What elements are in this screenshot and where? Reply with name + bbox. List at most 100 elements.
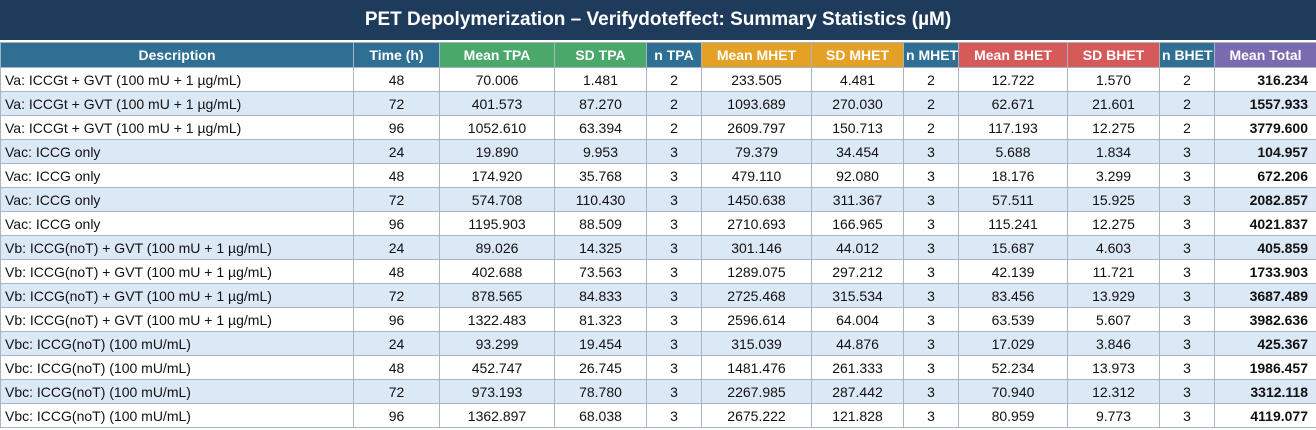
column-header-time[interactable]: Time (h) (353, 42, 440, 68)
cell-time: 96 (353, 403, 440, 428)
cell-mean-mhet: 1450.638 (701, 187, 812, 212)
cell-mean-bhet: 18.176 (958, 163, 1068, 188)
cell-mean-mhet: 1289.075 (701, 259, 812, 284)
column-header-sd-tpa[interactable]: SD TPA (554, 42, 647, 68)
cell-time: 72 (353, 91, 440, 116)
cell-sd-mhet: 4.481 (811, 67, 904, 92)
cell-mean-total: 4119.077 (1214, 403, 1316, 428)
cell-mean-total: 3779.600 (1214, 115, 1316, 140)
cell-n-mhet: 3 (903, 379, 959, 404)
table-row: Vbc: ICCG(noT) (100 mU/mL) 48 452.747 26.74… (0, 355, 1316, 380)
table-row: Vbc: ICCG(noT) (100 mU/mL) 24 93.299 19.454… (0, 331, 1316, 356)
cell-n-mhet: 3 (903, 211, 959, 236)
cell-sd-mhet: 287.442 (811, 379, 904, 404)
cell-n-mhet: 2 (903, 115, 959, 140)
cell-mean-tpa: 89.026 (439, 235, 555, 260)
cell-sd-mhet: 166.965 (811, 211, 904, 236)
cell-n-tpa: 3 (646, 163, 702, 188)
cell-mean-mhet: 1093.689 (701, 91, 812, 116)
cell-n-mhet: 3 (903, 355, 959, 380)
cell-sd-bhet: 13.973 (1067, 355, 1160, 380)
cell-mean-total: 3982.636 (1214, 307, 1316, 332)
cell-sd-tpa: 14.325 (554, 235, 647, 260)
cell-sd-mhet: 121.828 (811, 403, 904, 428)
cell-desc: Va: ICCGt + GVT (100 mU + 1 µg/mL) (0, 91, 354, 116)
cell-sd-tpa: 9.953 (554, 139, 647, 164)
cell-time: 48 (353, 163, 440, 188)
cell-mean-tpa: 19.890 (439, 139, 555, 164)
cell-sd-bhet: 1.570 (1067, 67, 1160, 92)
cell-mean-bhet: 5.688 (958, 139, 1068, 164)
table-body: Va: ICCGt + GVT (100 mU + 1 µg/mL) 48 70.0… (0, 67, 1316, 428)
cell-mean-mhet: 79.379 (701, 139, 812, 164)
cell-n-tpa: 3 (646, 379, 702, 404)
column-header-mean-bhet[interactable]: Mean BHET (958, 42, 1068, 68)
cell-time: 72 (353, 283, 440, 308)
cell-mean-total: 2082.857 (1214, 187, 1316, 212)
cell-n-mhet: 2 (903, 91, 959, 116)
cell-mean-mhet: 1481.476 (701, 355, 812, 380)
table-row: Vac: ICCG only 72 574.708 110.430 3 1450.638 3… (0, 187, 1316, 212)
column-header-desc[interactable]: Description (0, 42, 354, 68)
cell-sd-bhet: 21.601 (1067, 91, 1160, 116)
cell-sd-tpa: 19.454 (554, 331, 647, 356)
cell-n-bhet: 3 (1159, 211, 1215, 236)
cell-mean-total: 3687.489 (1214, 283, 1316, 308)
cell-desc: Vb: ICCG(noT) + GVT (100 mU + 1 µg/mL) (0, 235, 354, 260)
cell-n-bhet: 3 (1159, 379, 1215, 404)
cell-n-mhet: 3 (903, 259, 959, 284)
cell-n-bhet: 3 (1159, 259, 1215, 284)
cell-sd-tpa: 35.768 (554, 163, 647, 188)
cell-mean-total: 316.234 (1214, 67, 1316, 92)
cell-mean-tpa: 452.747 (439, 355, 555, 380)
cell-mean-bhet: 117.193 (958, 115, 1068, 140)
column-header-mean-mhet[interactable]: Mean MHET (701, 42, 812, 68)
cell-mean-mhet: 2675.222 (701, 403, 812, 428)
column-header-sd-mhet[interactable]: SD MHET (811, 42, 904, 68)
cell-n-bhet: 3 (1159, 403, 1215, 428)
cell-n-bhet: 2 (1159, 67, 1215, 92)
column-header-mean-total[interactable]: Mean Total (1214, 42, 1316, 68)
cell-mean-tpa: 402.688 (439, 259, 555, 284)
cell-time: 96 (353, 211, 440, 236)
cell-mean-tpa: 1195.903 (439, 211, 555, 236)
cell-sd-mhet: 311.367 (811, 187, 904, 212)
cell-mean-total: 425.367 (1214, 331, 1316, 356)
cell-desc: Vb: ICCG(noT) + GVT (100 mU + 1 µg/mL) (0, 307, 354, 332)
cell-sd-tpa: 78.780 (554, 379, 647, 404)
cell-desc: Vac: ICCG only (0, 163, 354, 188)
column-header-sd-bhet[interactable]: SD BHET (1067, 42, 1160, 68)
cell-n-bhet: 3 (1159, 235, 1215, 260)
cell-mean-mhet: 479.110 (701, 163, 812, 188)
cell-sd-mhet: 315.534 (811, 283, 904, 308)
cell-mean-total: 4021.837 (1214, 211, 1316, 236)
cell-n-mhet: 3 (903, 163, 959, 188)
cell-n-bhet: 3 (1159, 283, 1215, 308)
cell-mean-tpa: 1052.610 (439, 115, 555, 140)
cell-sd-bhet: 3.846 (1067, 331, 1160, 356)
cell-desc: Vac: ICCG only (0, 139, 354, 164)
cell-mean-total: 405.859 (1214, 235, 1316, 260)
column-header-n-bhet[interactable]: n BHET (1159, 42, 1215, 68)
cell-time: 48 (353, 355, 440, 380)
cell-desc: Va: ICCGt + GVT (100 mU + 1 µg/mL) (0, 115, 354, 140)
column-header-n-mhet[interactable]: n MHET (903, 42, 959, 68)
cell-n-bhet: 3 (1159, 355, 1215, 380)
cell-n-mhet: 3 (903, 331, 959, 356)
cell-n-bhet: 3 (1159, 187, 1215, 212)
cell-n-tpa: 3 (646, 307, 702, 332)
column-header-mean-tpa[interactable]: Mean TPA (439, 42, 555, 68)
cell-sd-mhet: 64.004 (811, 307, 904, 332)
cell-mean-mhet: 2710.693 (701, 211, 812, 236)
cell-desc: Va: ICCGt + GVT (100 mU + 1 µg/mL) (0, 67, 354, 92)
cell-mean-mhet: 2609.797 (701, 115, 812, 140)
cell-n-bhet: 3 (1159, 307, 1215, 332)
table-row: Va: ICCGt + GVT (100 mU + 1 µg/mL) 48 70.0… (0, 67, 1316, 92)
table-row: Vac: ICCG only 48 174.920 35.768 3 479.110 92.… (0, 163, 1316, 188)
header-row: Description Time (h) Mean TPA SD TPA n TPA Me… (0, 42, 1316, 68)
column-header-n-tpa[interactable]: n TPA (646, 42, 702, 68)
table-row: Va: ICCGt + GVT (100 mU + 1 µg/mL) 72 401.… (0, 91, 1316, 116)
table-row: Vbc: ICCG(noT) (100 mU/mL) 72 973.193 78.78… (0, 379, 1316, 404)
cell-sd-bhet: 11.721 (1067, 259, 1160, 284)
table-row: Vb: ICCG(noT) + GVT (100 mU + 1 µg/mL) 24… (0, 235, 1316, 260)
